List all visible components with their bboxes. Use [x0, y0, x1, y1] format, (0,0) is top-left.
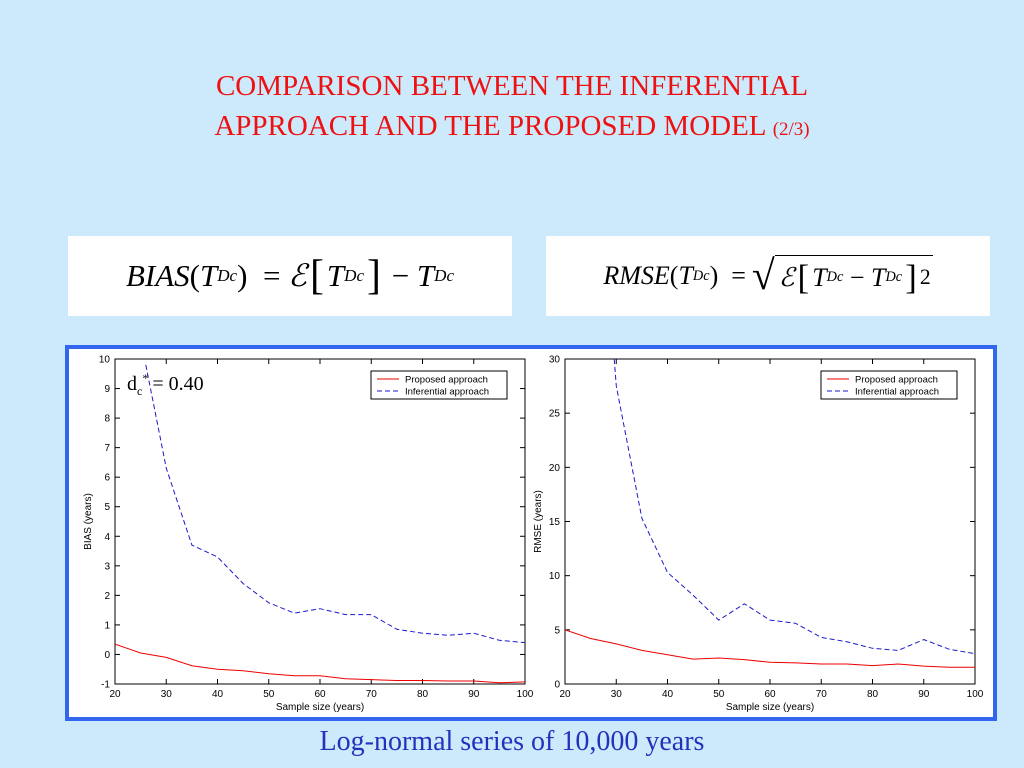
- bias-estimate-sub: Dc: [344, 266, 364, 285]
- annotation-text: = 0.40: [152, 373, 203, 395]
- x-tick-label: 40: [212, 689, 224, 700]
- legend-box: [370, 370, 508, 400]
- y-tick-label: 30: [549, 355, 561, 366]
- y-tick-label: 4: [104, 532, 110, 543]
- slide-caption: Log-normal series of 10,000 years: [319, 726, 705, 757]
- annotation-base: d: [127, 373, 137, 395]
- y-tick-label: -1: [101, 680, 110, 691]
- rmse-true-sub: Dc: [885, 269, 903, 285]
- title-line-2: APPROACH AND THE PROPOSED MODEL (2/3): [0, 106, 1024, 150]
- bias-expectation: ℰ: [288, 258, 307, 294]
- y-tick-label: 15: [549, 517, 561, 528]
- legend-label: Proposed approach: [405, 375, 488, 386]
- x-axis-label: Sample size (years): [276, 702, 364, 713]
- series-line-proposed: [565, 629, 975, 668]
- x-tick-label: 20: [109, 689, 121, 700]
- x-tick-label: 40: [662, 689, 674, 700]
- x-tick-label: 20: [559, 689, 571, 700]
- y-tick-label: 0: [104, 650, 110, 661]
- x-axis-label: Sample size (years): [726, 702, 814, 713]
- x-tick-label: 100: [967, 689, 984, 700]
- rmse-power: 2: [919, 265, 931, 289]
- rmse-lhs: RMSE: [603, 261, 670, 290]
- y-tick-label: 8: [104, 414, 110, 425]
- bias-equals: =: [262, 258, 281, 293]
- x-tick-label: 60: [764, 689, 776, 700]
- legend-label: Inferential approach: [405, 387, 489, 398]
- legend-label: Inferential approach: [855, 387, 939, 398]
- y-tick-label: 9: [104, 384, 110, 395]
- series-line-inferential: [145, 364, 525, 644]
- bias-var: T: [200, 258, 218, 293]
- x-tick-label: 90: [918, 689, 930, 700]
- y-tick-label: 25: [549, 409, 561, 420]
- x-tick-label: 80: [417, 689, 429, 700]
- annotation-sub: c: [137, 384, 142, 398]
- charts-svg: 20 30 40 50 60 70 80 90 100-1012345678910Sample …: [83, 355, 984, 714]
- rmse-var: T: [678, 261, 693, 290]
- rmse-true-var: T: [871, 262, 886, 292]
- bias-true-var: T: [416, 258, 435, 293]
- series-line-proposed: [115, 643, 525, 684]
- sqrt-symbol: √ ℰ [T Dc − T Dc] 2: [751, 251, 933, 298]
- title-suffix: (2/3): [772, 119, 810, 140]
- bias-sub: Dc: [217, 266, 238, 285]
- bias-minus: −: [391, 258, 410, 293]
- rmse-equals: =: [731, 261, 746, 290]
- x-tick-label: 90: [468, 689, 480, 700]
- slide-title: COMPARISON BETWEEN THE INFERENTIAL APPRO…: [0, 66, 1024, 150]
- x-tick-label: 80: [867, 689, 879, 700]
- bias-estimate-var: T: [326, 258, 345, 293]
- dc-annotation: dc* = 0.40: [127, 371, 204, 398]
- series-line-inferential: [613, 359, 975, 655]
- bias-lhs: BIAS: [125, 258, 190, 293]
- y-tick-label: 5: [554, 625, 560, 636]
- x-tick-label: 60: [314, 689, 326, 700]
- y-tick-label: 20: [549, 463, 561, 474]
- x-tick-label: 100: [517, 689, 534, 700]
- rmse-expectation: ℰ: [778, 262, 795, 293]
- title-line-2-text: APPROACH AND THE PROPOSED MODEL: [214, 110, 766, 142]
- bias-formula: BIAS(T Dc) = ℰ [T Dc] − T Dc: [68, 236, 512, 316]
- x-tick-label: 70: [366, 689, 378, 700]
- chart-1: 20 30 40 50 60 70 80 90 100 -1 0 1 2 3 4 5 6 7 8 9 10 Sample …: [83, 355, 534, 714]
- x-tick-label: 50: [713, 689, 725, 700]
- legend-label: Proposed approach: [855, 375, 938, 386]
- bias-true-sub: Dc: [434, 266, 455, 285]
- y-tick-label: 3: [104, 561, 110, 572]
- plot-frame: [114, 358, 526, 685]
- y-axis-label: RMSE (years): [533, 490, 544, 553]
- y-tick-label: 10: [549, 571, 561, 582]
- rmse-formula: RMSE(T Dc) = √ ℰ [T Dc − T Dc] 2: [546, 236, 990, 316]
- rmse-minus: −: [849, 262, 865, 292]
- y-tick-label: 0: [554, 680, 560, 691]
- y-tick-label: 2: [104, 591, 110, 602]
- y-tick-label: 6: [104, 473, 110, 484]
- legend-box: [820, 370, 958, 400]
- rmse-sub: Dc: [692, 267, 710, 284]
- y-axis-label: BIAS (years): [83, 493, 94, 550]
- y-tick-label: 5: [104, 502, 110, 513]
- rmse-estimate-var: T: [812, 262, 827, 292]
- charts-panel: 20 30 40 50 60 70 80 90 100 -1 0 1 2 3 4 5 6 7 8 9 10 Sample …: [65, 345, 997, 721]
- annotation-sup: *: [142, 371, 148, 385]
- rmse-estimate-sub: Dc: [826, 269, 844, 285]
- x-tick-label: 50: [263, 689, 275, 700]
- plot-frame: [564, 358, 976, 685]
- x-tick-label: 30: [161, 689, 173, 700]
- x-tick-label: 30: [611, 689, 623, 700]
- title-line-1: COMPARISON BETWEEN THE INFERENTIAL: [215, 70, 809, 102]
- chart-2: 20 30 40 50 60 70 80 90 100 0 5 10 15 20 25 30 Sample si…: [533, 355, 984, 714]
- y-tick-label: 1: [104, 620, 110, 631]
- y-tick-label: 10: [99, 355, 111, 366]
- x-tick-label: 70: [816, 689, 828, 700]
- y-tick-label: 7: [104, 443, 110, 454]
